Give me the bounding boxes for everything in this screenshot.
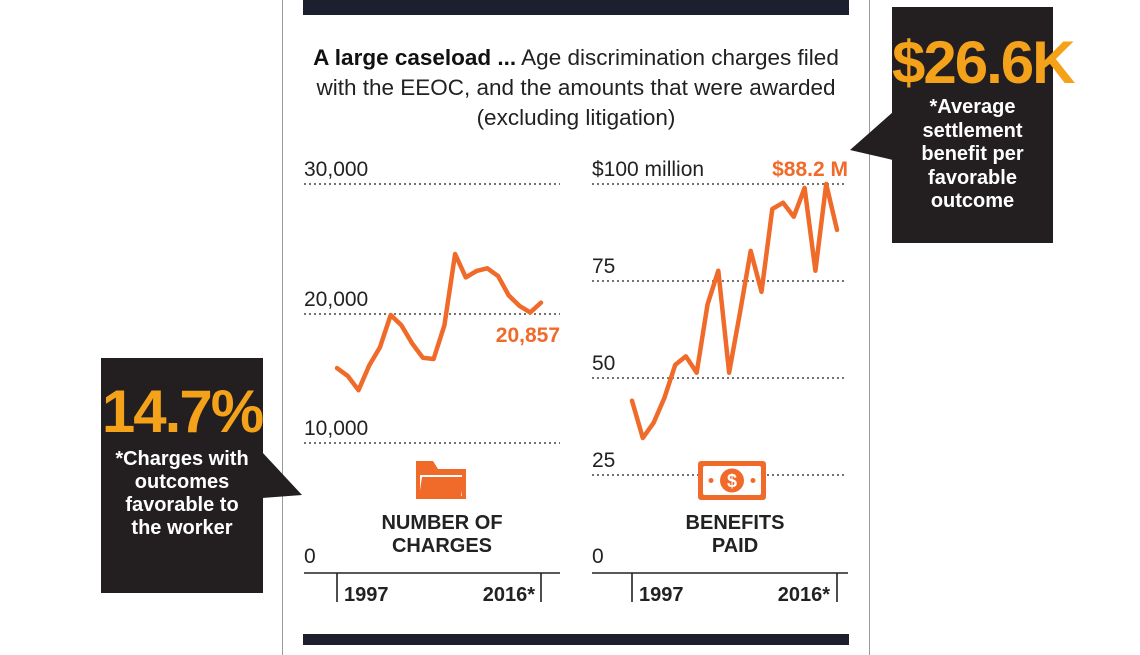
charges-ytick-label: 10,000 bbox=[304, 417, 368, 440]
right-callout-text: *Average settlement benefit per favorabl… bbox=[921, 96, 1024, 212]
headline-rest: Age discrimination charges filed with th… bbox=[316, 45, 839, 130]
charges-ytick-label: 20,000 bbox=[304, 288, 368, 311]
benefits-xtick-label: 2016* bbox=[778, 584, 830, 606]
left-callout-figure: 14.7% bbox=[101, 378, 264, 445]
cash-icon: $ bbox=[698, 461, 766, 500]
right-callout: $26.6K *Average settlement benefit per f… bbox=[892, 7, 1075, 243]
benefits-ytick-label: 50 bbox=[592, 352, 615, 375]
benefits-ytick-label: $100 million bbox=[592, 158, 704, 181]
svg-text:$: $ bbox=[727, 471, 737, 491]
benefits-title-line: BENEFITS bbox=[686, 512, 785, 534]
charges-gridlines bbox=[304, 183, 560, 444]
benefits-series-line bbox=[629, 181, 840, 441]
charges-title-line: NUMBER OF bbox=[381, 512, 502, 534]
headline: A large caseload ... Age discrimination … bbox=[300, 43, 852, 133]
top-rule bbox=[303, 0, 849, 15]
benefits-xtick-label: 1997 bbox=[639, 584, 684, 606]
benefits-ytick-label: 25 bbox=[592, 449, 615, 472]
bottom-rule bbox=[303, 634, 849, 645]
benefits-ytick-label: 0 bbox=[592, 545, 604, 568]
charges-end-label: 20,857 bbox=[496, 324, 560, 347]
charges-xtick-label: 1997 bbox=[344, 584, 389, 606]
benefits-end-label: $88.2 M bbox=[772, 158, 848, 181]
benefits-title-line: PAID bbox=[712, 535, 758, 557]
infographic-panel bbox=[282, 0, 870, 655]
charges-ytick-label: 0 bbox=[304, 545, 316, 568]
charges-title-line: CHARGES bbox=[392, 535, 492, 557]
left-callout-pointer bbox=[262, 452, 302, 498]
charges-chart: 30,000 20,000 10,000 0 1997 2016* NUMBER… bbox=[304, 158, 560, 606]
charges-ytick-label: 30,000 bbox=[304, 158, 368, 181]
benefits-chart: $100 million 75 50 25 0 1997 2016* $ BEN… bbox=[592, 158, 848, 606]
left-callout-text: *Charges with outcomes favorable to the … bbox=[115, 448, 249, 539]
charges-series-line bbox=[334, 251, 544, 393]
benefits-ytick-label: 75 bbox=[592, 255, 615, 278]
folder-icon bbox=[416, 461, 466, 499]
right-callout-pointer bbox=[850, 112, 893, 160]
left-callout: 14.7% *Charges with outcomes favorable t… bbox=[101, 358, 264, 593]
charges-xtick-label: 2016* bbox=[483, 584, 535, 606]
right-callout-figure: $26.6K bbox=[892, 29, 1075, 96]
headline-bold: A large caseload ... bbox=[313, 45, 517, 70]
